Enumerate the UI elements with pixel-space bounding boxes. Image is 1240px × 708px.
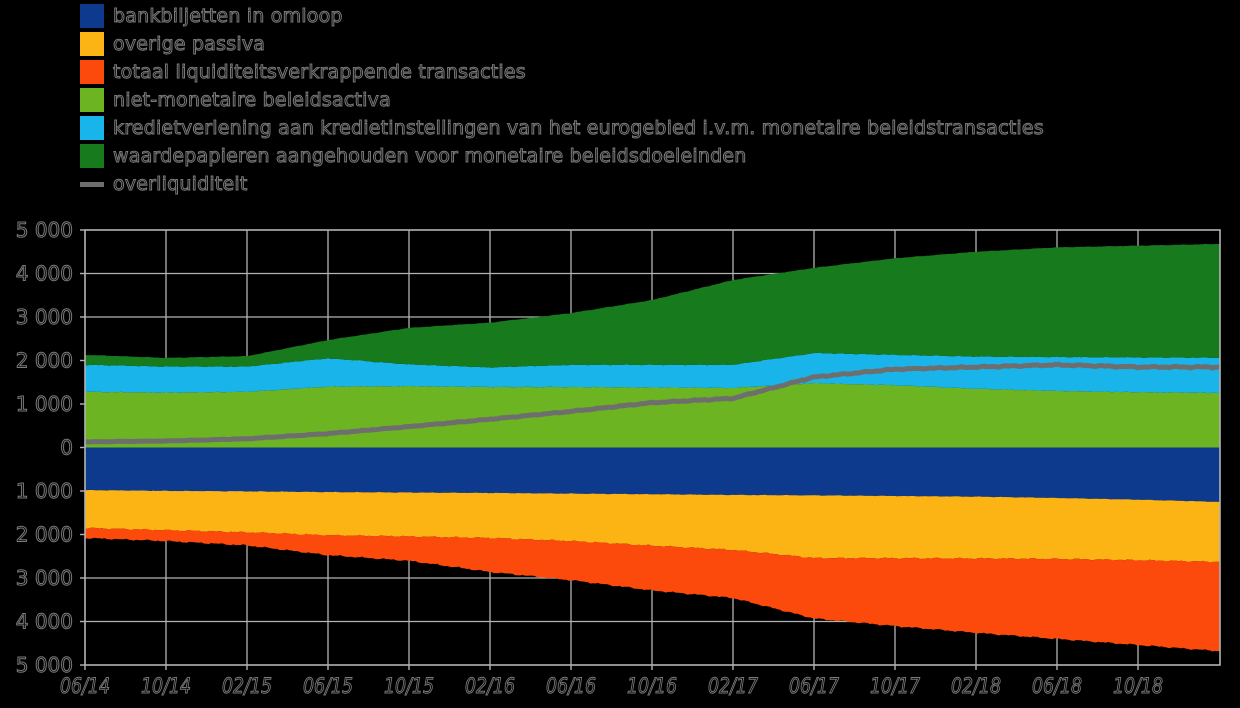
y-axis-tick-label: 1 000 [16,392,73,416]
x-axis-tick-label: 06/18 [1032,674,1082,698]
y-axis-tick-label: 0 [60,436,73,460]
legend-color-swatch [80,60,104,84]
y-axis-tick-label: 1 000 [16,479,73,503]
y-axis-tick-label: 2 000 [16,523,73,547]
legend-item: overige passiva [80,30,1044,58]
x-axis-tick-label: 06/17 [789,674,840,698]
y-axis-tick-label: 2 000 [16,349,73,373]
axis-ticks [80,229,1139,670]
x-axis-tick-label: 02/18 [951,674,1001,698]
y-axis-tick-label: 4 000 [16,262,73,286]
legend-item-label: totaal liquiditeitsverkrappende transact… [113,61,527,84]
area-1-negative [85,447,1220,502]
legend-color-swatch [80,144,104,168]
excess-liquidity-line [85,361,1220,445]
y-axis-tick-label: 5 000 [16,218,73,242]
legend-color-swatch [80,88,104,112]
legend: bankbiljetten in omloop overige passiva to… [80,2,1044,198]
x-axis-tick-label: 06/14 [60,674,110,698]
legend-line-swatch [80,181,104,187]
legend-item: bankbiljetten in omloop [80,2,1044,30]
area-3-negative [85,527,1220,652]
legend-item: kredietverlening aan kredietinstellingen… [80,114,1044,142]
legend-item-label: overliquiditeit [113,173,248,196]
y-axis-tick-label: 3 000 [16,305,73,329]
x-axis-tick-label: 02/16 [465,674,515,698]
legend-item: niet-monetaire beleidsactiva [80,86,1044,114]
legend-item-label: kredietverlening aan kredietinstellingen… [113,117,1045,140]
x-axis-tick-label: 02/17 [708,674,759,698]
x-axis-tick-label: 10/17 [870,674,921,698]
area-2-negative [85,490,1220,563]
y-axis-tick-label: 5 000 [16,653,73,677]
x-axis-tick-label: 10/16 [627,674,677,698]
legend-item-label: bankbiljetten in omloop [113,5,343,28]
legend-item-label: overige passiva [112,33,266,56]
x-axis-tick-label: 06/16 [546,674,596,698]
y-axis-tick-label: 3 000 [16,566,73,590]
x-axis-tick-label: 10/15 [384,674,434,698]
legend-color-swatch [80,116,104,140]
legend-color-swatch [80,4,104,28]
legend-item: waardepapieren aangehouden voor monetair… [80,142,1044,170]
x-axis-tick-label: 02/15 [222,674,272,698]
x-axis-tick-label: 10/18 [1113,674,1163,698]
area-2-positive [85,352,1220,394]
stacked-areas [85,243,1220,652]
legend-item-label: waardepapieren aangehouden voor monetair… [112,145,747,168]
area-3-positive [85,243,1220,368]
legend-item: totaal liquiditeitsverkrappende transact… [80,58,1044,86]
y-axis-tick-label: 4 000 [16,610,73,634]
x-axis-tick-label: 06/15 [303,674,353,698]
legend-item-label: niet-monetaire beleidsactiva [113,89,392,112]
legend-item: overliquiditeit [80,170,1044,198]
x-axis-tick-label: 10/14 [141,674,191,698]
legend-color-swatch [80,32,104,56]
